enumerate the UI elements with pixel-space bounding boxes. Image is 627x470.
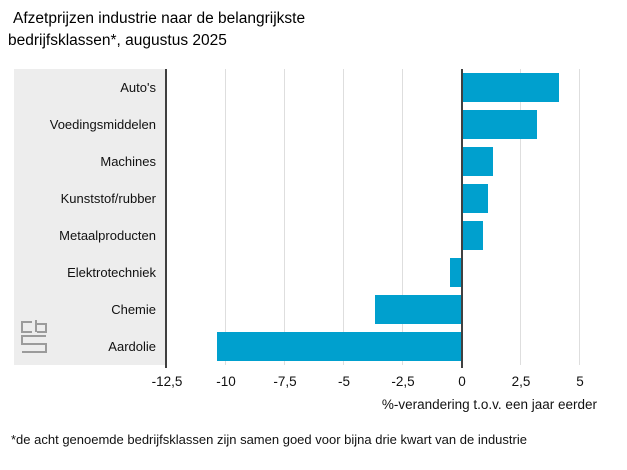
footnote: *de acht genoemde bedrijfsklassen zijn s… — [11, 432, 527, 447]
chart-row: Voedingsmiddelen — [14, 106, 613, 143]
category-label: Auto's — [14, 69, 167, 106]
bar — [461, 110, 538, 139]
chart-row: Machines — [14, 143, 613, 180]
bar-track — [167, 69, 613, 106]
bar-track — [167, 291, 613, 328]
chart-title-line1: Afzetprijzen industrie naar de belangrij… — [13, 10, 306, 27]
bar-track — [167, 106, 613, 143]
chart-title: Afzetprijzen industrie naar de belangrij… — [8, 8, 627, 52]
category-label: Machines — [14, 143, 167, 180]
chart-row: Kunststof/rubber — [14, 180, 613, 217]
x-axis-label: %-verandering t.o.v. een jaar eerder — [381, 397, 597, 412]
bar — [461, 147, 493, 176]
tick-label: 0 — [458, 374, 466, 389]
bar-track — [167, 217, 613, 254]
cbs-logo-s — [21, 335, 47, 353]
cbs-logo-b — [35, 320, 47, 333]
category-label: Chemie — [14, 291, 167, 328]
cbs-logo-icon — [20, 319, 48, 362]
tick-label: 2,5 — [511, 374, 531, 389]
category-label: Aardolie — [14, 328, 167, 365]
bar — [374, 295, 462, 324]
bar-chart: Auto's Voedingsmiddelen Machines Kunststof/… — [14, 69, 613, 412]
x-axis-ticks: -12,5 -10 -7,5 -5 -2,5 0 2,5 5 — [152, 374, 613, 390]
tick-label: -2,5 — [391, 374, 415, 389]
cbs-logo-c — [21, 321, 32, 333]
bar — [450, 258, 462, 287]
chart-rows: Auto's Voedingsmiddelen Machines Kunststof/… — [14, 69, 613, 368]
bar-track — [167, 143, 613, 180]
tick-label: -10 — [216, 374, 236, 389]
chart-title-line2: bedrijfsklassen*, augustus 2025 — [8, 32, 227, 49]
chart-row: Auto's — [14, 69, 613, 106]
tick-label: -7,5 — [273, 374, 297, 389]
tick-label: 5 — [576, 374, 584, 389]
tick-label: -12,5 — [151, 374, 183, 389]
chart-row: Aardolie — [14, 328, 613, 365]
bar-track — [167, 180, 613, 217]
bar-track — [167, 254, 613, 291]
bar — [461, 184, 488, 213]
bar — [216, 332, 462, 361]
chart-row: Metaalproducten — [14, 217, 613, 254]
category-label: Elektrotechniek — [14, 254, 167, 291]
bar — [461, 221, 484, 250]
category-label: Voedingsmiddelen — [14, 106, 167, 143]
bar — [461, 73, 559, 102]
chart-row: Elektrotechniek — [14, 254, 613, 291]
category-label: Kunststof/rubber — [14, 180, 167, 217]
chart-row: Chemie — [14, 291, 613, 328]
category-label: Metaalproducten — [14, 217, 167, 254]
tick-label: -5 — [337, 374, 350, 389]
bar-track — [167, 328, 613, 365]
